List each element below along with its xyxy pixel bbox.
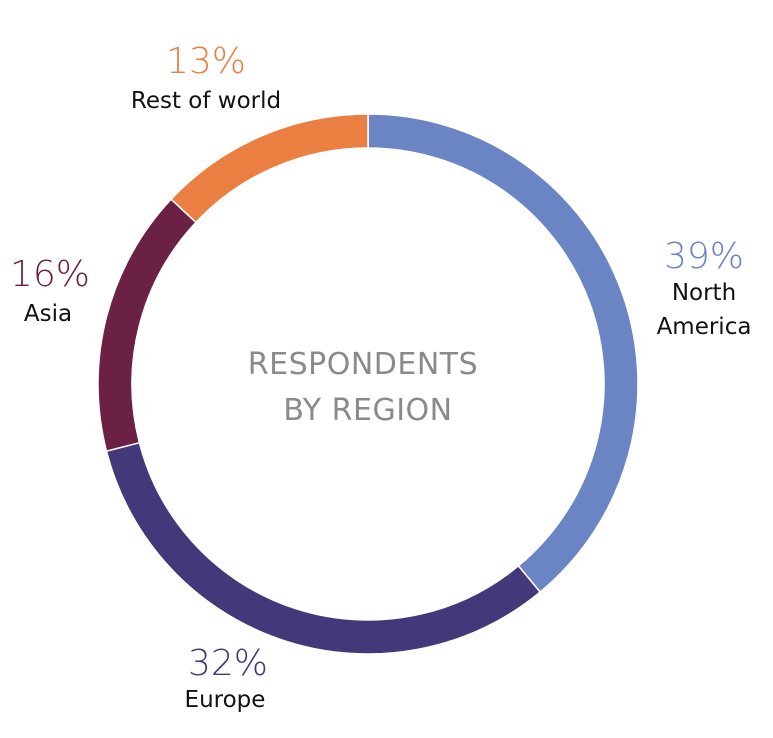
slice-value-label: 39% <box>664 236 744 277</box>
slice-category-label: Asia <box>24 301 72 327</box>
donut-slices <box>97 113 639 655</box>
slice-category-label: North <box>672 280 736 306</box>
slice-asia <box>97 198 198 453</box>
slice-category-label: Rest of world <box>131 88 281 114</box>
center-label: RESPONDENTS BY REGION <box>248 347 488 428</box>
slice-category-label: Europe <box>185 687 266 713</box>
slice-europe <box>105 441 542 655</box>
slice-category-label: America <box>657 314 752 340</box>
center-label-line-1: RESPONDENTS <box>248 347 478 382</box>
slice-rest-of-world <box>170 113 369 224</box>
slice-value-label: 16% <box>10 254 90 295</box>
slice-labels: 39% North America 32% Europe 16% Asia 13% Rest o… <box>10 41 751 713</box>
slice-value-label: 13% <box>166 41 246 82</box>
slice-value-label: 32% <box>188 643 268 684</box>
center-label-line-2: BY REGION <box>283 393 452 428</box>
